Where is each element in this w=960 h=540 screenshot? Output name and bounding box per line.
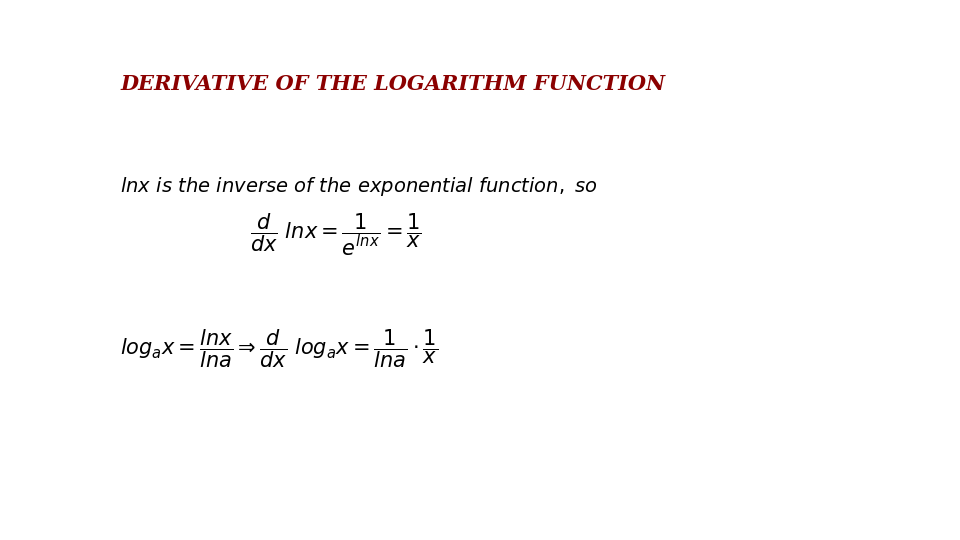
Text: $log_a x = \dfrac{lnx}{lna} \Rightarrow \dfrac{d}{dx}\ log_a x = \dfrac{1}{lna} : $log_a x = \dfrac{lnx}{lna} \Rightarrow … [120,327,438,369]
Text: $lnx\ is\ the\ inverse\ of\ the\ exponential\ function,\ so$: $lnx\ is\ the\ inverse\ of\ the\ exponen… [120,175,598,198]
Text: $\dfrac{d}{dx}\ lnx = \dfrac{1}{e^{lnx}} = \dfrac{1}{x}$: $\dfrac{d}{dx}\ lnx = \dfrac{1}{e^{lnx}}… [250,212,421,258]
Text: DERIVATIVE OF THE LOGARITHM FUNCTION: DERIVATIVE OF THE LOGARITHM FUNCTION [120,73,665,94]
